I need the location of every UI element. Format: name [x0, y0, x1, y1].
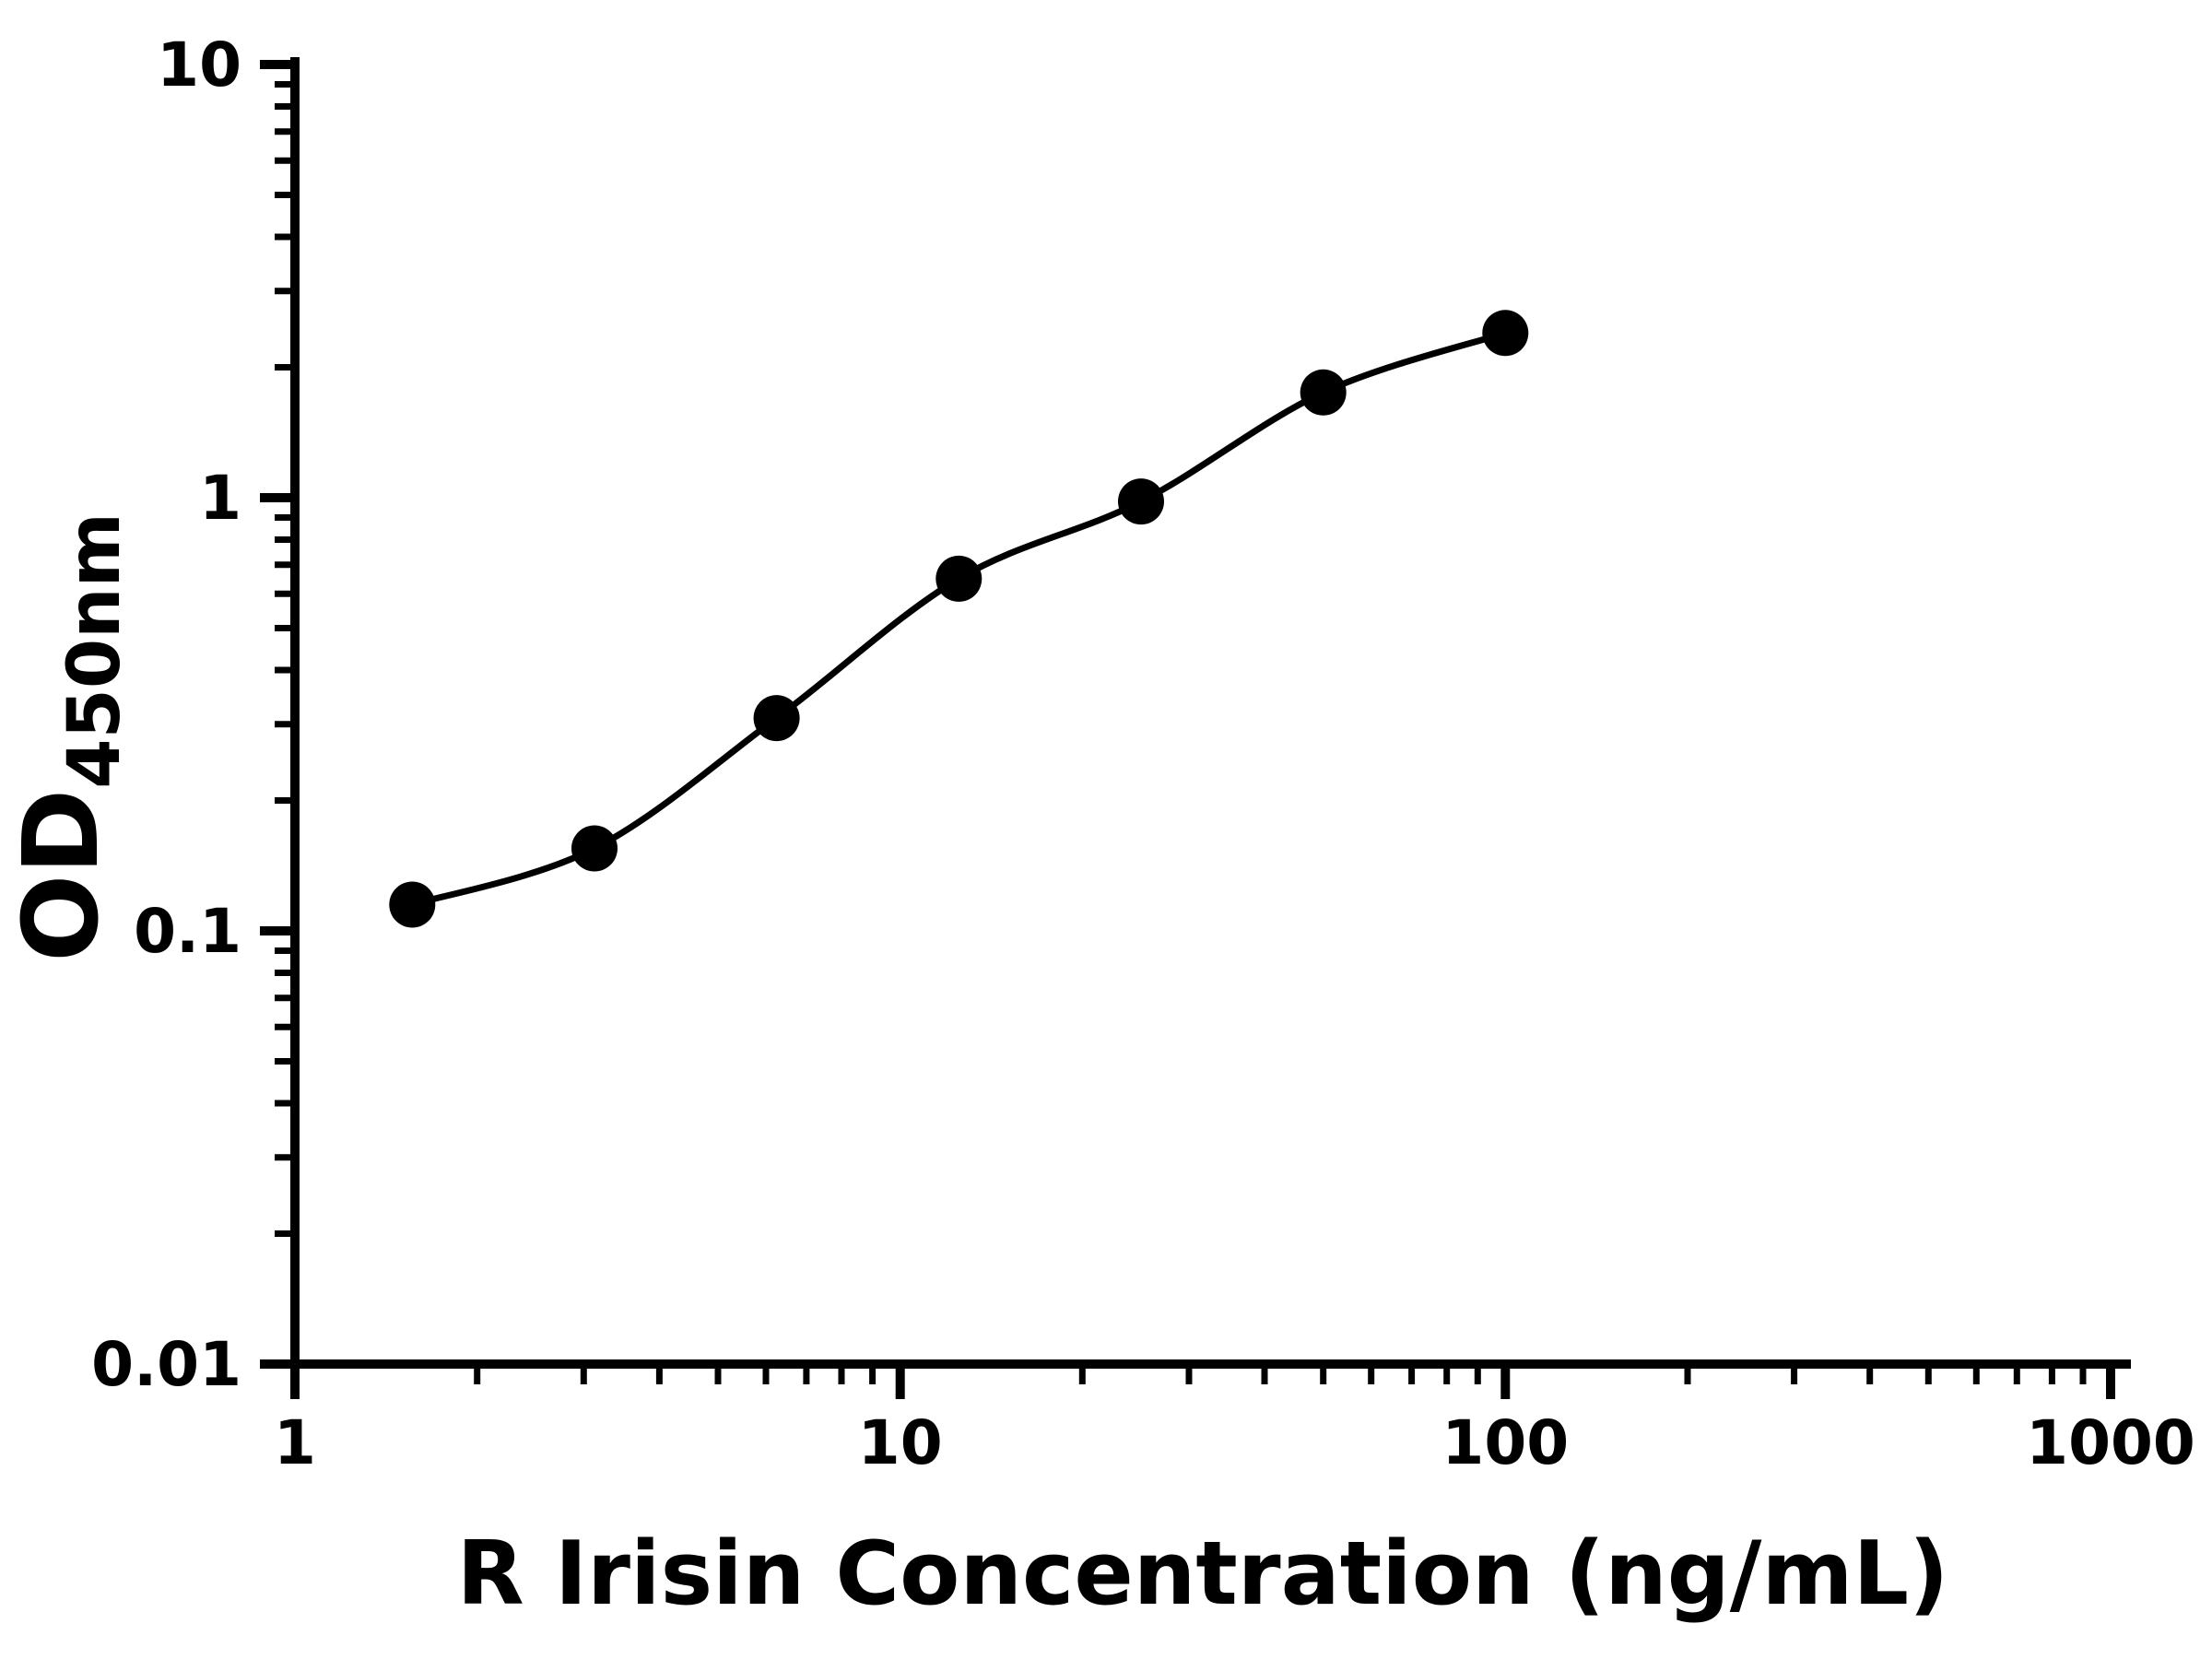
x-axis-title: R Irisin Concentration (ng/mL): [457, 1524, 1949, 1625]
x-tick-label: 10: [858, 1407, 943, 1478]
data-point-marker: [1482, 310, 1529, 357]
x-tick-label: 100: [1441, 1407, 1569, 1478]
y-tick-label: 1: [199, 463, 241, 534]
fit-curve: [411, 329, 1507, 908]
data-point-marker: [935, 555, 982, 602]
axis-ticks: [260, 60, 2115, 1399]
axis-tick-labels: 1 10 100 1000 0.01 0.1 1 10: [91, 29, 2195, 1478]
y-tick-label: 0.01: [91, 1329, 241, 1400]
axes: [290, 57, 2131, 1369]
y-axis-title-subscript: 450nm: [53, 512, 136, 789]
data-point-marker: [1300, 369, 1347, 416]
y-tick-label: 0.1: [134, 896, 241, 967]
data-point-marker: [753, 695, 800, 742]
x-tick-label: 1000: [2026, 1407, 2195, 1478]
y-axis-title: OD450nm: [2, 512, 136, 962]
x-tick-label: 1: [274, 1407, 316, 1478]
data-point-marker: [1118, 478, 1164, 525]
data-point-marker: [571, 825, 618, 872]
data-point-marker: [389, 881, 436, 928]
y-tick-label: 10: [157, 29, 241, 100]
y-axis-title-main: OD: [2, 789, 122, 962]
series-standard-curve: [389, 310, 1529, 928]
